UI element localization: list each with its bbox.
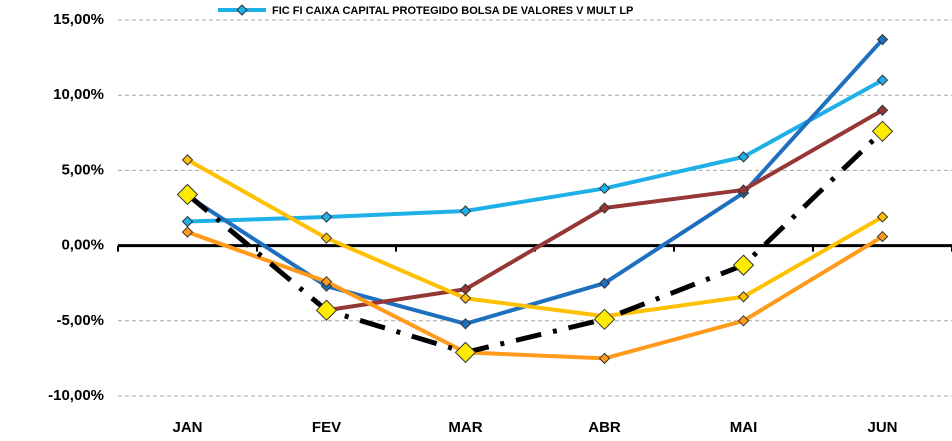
y-tick-label: 5,00% — [61, 161, 104, 178]
series-marker — [876, 33, 889, 46]
series-marker — [181, 154, 194, 166]
series-marker — [454, 341, 477, 364]
series-marker — [181, 215, 194, 228]
x-tick-label: MAR — [448, 419, 482, 436]
series-marker — [737, 291, 750, 303]
y-tick-label: -10,00% — [48, 387, 104, 404]
series-marker — [737, 151, 750, 163]
legend-label: FIC FI CAIXA CAPITAL PROTEGIDO BOLSA DE … — [272, 5, 633, 17]
x-tick-label: MAI — [730, 419, 758, 436]
legend-marker — [236, 4, 248, 16]
series-marker — [598, 277, 611, 289]
series-marker — [598, 202, 611, 214]
series-marker — [459, 292, 472, 304]
series-marker — [459, 205, 472, 217]
x-tick-label: ABR — [588, 419, 621, 436]
x-tick-label: JUN — [867, 419, 897, 436]
y-tick-label: 0,00% — [61, 237, 104, 254]
series-marker — [876, 211, 889, 223]
series-marker — [320, 232, 333, 244]
y-tick-label: 15,00% — [53, 11, 104, 28]
series-line — [185, 129, 885, 355]
series-marker — [871, 120, 894, 143]
series-marker — [598, 182, 611, 195]
series-line — [186, 38, 884, 326]
series-marker — [320, 211, 333, 223]
series-marker — [598, 352, 611, 365]
y-tick-label: 10,00% — [53, 86, 104, 103]
series-marker — [876, 104, 889, 116]
series-marker — [593, 308, 616, 331]
series-marker — [732, 254, 755, 276]
series-marker — [876, 230, 889, 243]
x-tick-label: FEV — [312, 419, 341, 436]
x-tick-label: JAN — [172, 419, 202, 436]
series-line — [187, 78, 884, 224]
series-line — [186, 230, 884, 361]
series-marker — [737, 184, 750, 196]
series-marker — [181, 226, 194, 238]
series-marker — [176, 183, 199, 206]
series-marker — [459, 318, 472, 330]
y-tick-label: -5,00% — [56, 312, 104, 329]
series-line — [186, 158, 884, 319]
series-marker — [315, 299, 338, 321]
series-marker — [737, 315, 750, 327]
series-marker — [320, 275, 333, 288]
series-marker — [876, 74, 889, 86]
